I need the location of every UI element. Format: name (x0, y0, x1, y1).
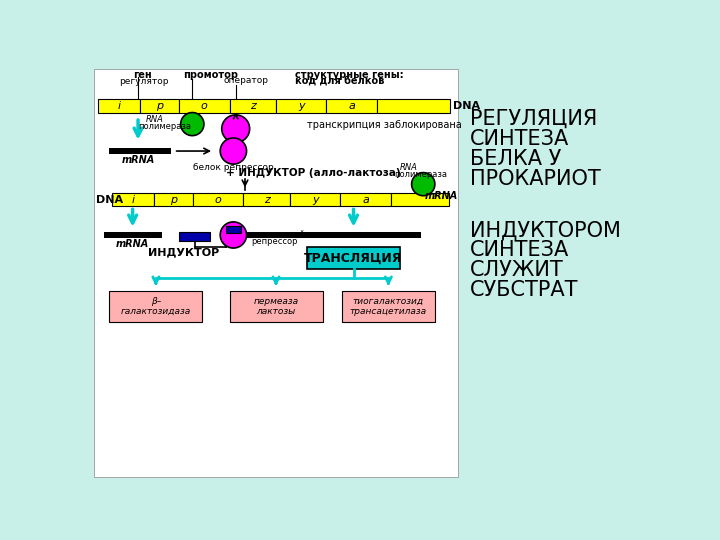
Bar (391, 193, 449, 206)
Text: RNA: RNA (400, 163, 418, 172)
Bar (326, 99, 377, 113)
Text: mRNA: mRNA (425, 192, 458, 201)
Bar (112, 193, 154, 206)
Circle shape (181, 112, 204, 136)
Bar (246, 232, 421, 238)
Text: DNA: DNA (453, 102, 480, 111)
Bar (98, 99, 140, 113)
Text: промотор: промотор (183, 70, 238, 80)
Text: пермеаза
лактозы: пермеаза лактозы (253, 297, 299, 316)
Text: регулятор: регулятор (120, 77, 169, 86)
Bar (342, 291, 435, 322)
Text: mRNA: mRNA (116, 239, 149, 249)
Text: z: z (250, 102, 256, 111)
Text: ИНДУКТОРОМ: ИНДУКТОРОМ (469, 220, 621, 240)
Text: y: y (298, 102, 305, 111)
Text: белок репрессор: белок репрессор (193, 164, 274, 172)
Text: полимераза: полимераза (138, 122, 191, 131)
Text: неактивный: неактивный (251, 231, 305, 239)
Text: тиогалактозид
трансацетилаза: тиогалактозид трансацетилаза (350, 297, 427, 316)
Bar (341, 193, 391, 206)
Text: полимераза: полимераза (395, 170, 448, 179)
Text: репрессор: репрессор (251, 238, 297, 246)
Text: СУБСТРАТ: СУБСТРАТ (469, 280, 578, 300)
Text: структурные гены:: структурные гены: (295, 70, 404, 80)
Text: транскрипция заблокирована: транскрипция заблокирована (307, 120, 462, 130)
Text: DNA: DNA (96, 194, 123, 205)
Text: o: o (215, 194, 222, 205)
Bar (307, 247, 400, 269)
Text: СИНТЕЗА: СИНТЕЗА (469, 240, 569, 260)
Circle shape (412, 173, 435, 195)
Bar (179, 232, 210, 241)
Text: i: i (117, 102, 121, 111)
Bar (193, 193, 243, 206)
Bar (230, 99, 276, 113)
Text: РЕГУЛЯЦИЯ: РЕГУЛЯЦИЯ (469, 109, 597, 129)
Text: БЕЛКА У: БЕЛКА У (469, 148, 561, 168)
Bar (290, 193, 341, 206)
Bar (377, 99, 451, 113)
Bar (140, 99, 179, 113)
Bar (276, 99, 326, 113)
Text: СЛУЖИТ: СЛУЖИТ (469, 260, 564, 280)
Text: a: a (348, 102, 355, 111)
Text: z: z (264, 194, 269, 205)
Bar (230, 291, 323, 322)
Bar (94, 69, 458, 477)
Text: p: p (170, 194, 177, 205)
Text: ИНДУКТОР: ИНДУКТОР (148, 248, 220, 258)
Bar (225, 226, 241, 233)
Text: y: y (312, 194, 318, 205)
Text: + ИНДУКТОР (алло-лактоза): + ИНДУКТОР (алло-лактоза) (225, 168, 400, 178)
Circle shape (220, 138, 246, 164)
Bar (179, 99, 230, 113)
Text: код для белков: код для белков (295, 77, 384, 87)
Text: ТРАНСЛЯЦИЯ: ТРАНСЛЯЦИЯ (305, 252, 402, 265)
Text: RNA: RNA (145, 115, 163, 124)
Text: ПРОКАРИОТ: ПРОКАРИОТ (469, 169, 600, 189)
Text: mRNA: mRNA (122, 156, 155, 165)
Text: a: a (362, 194, 369, 205)
Text: β–
галактозидаза: β– галактозидаза (121, 297, 191, 316)
Text: СИНТЕЗА: СИНТЕЗА (469, 129, 569, 148)
Bar (154, 193, 193, 206)
Text: оператор: оператор (223, 76, 269, 85)
Text: o: o (201, 102, 207, 111)
Text: i: i (132, 194, 135, 205)
Bar (109, 148, 171, 154)
Bar (104, 232, 162, 238)
Circle shape (220, 222, 246, 248)
Bar (243, 193, 290, 206)
Text: p: p (156, 102, 163, 111)
Bar (109, 291, 202, 322)
Text: ген: ген (132, 70, 151, 80)
Circle shape (222, 115, 250, 143)
